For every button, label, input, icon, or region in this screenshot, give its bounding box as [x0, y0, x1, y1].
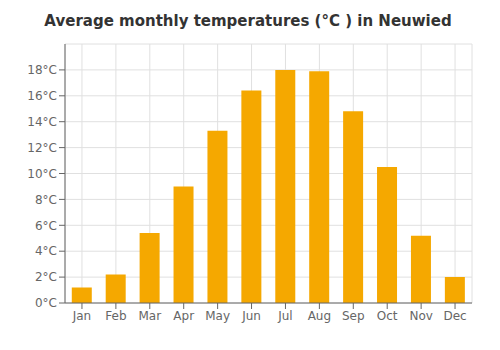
html-text:Average monthly temperatures (: Average monthly temperatures (°C ) in Ne…: [44, 12, 452, 30]
svg-text:6°C: 6°C: [35, 219, 57, 233]
svg-text:Dec: Dec: [443, 309, 466, 323]
svg-text:0°C: 0°C: [35, 296, 57, 310]
svg-text:18°C: 18°C: [27, 63, 57, 77]
svg-text:Oct: Oct: [377, 309, 398, 323]
svg-text:Aug: Aug: [308, 309, 331, 323]
svg-text:May: May: [205, 309, 230, 323]
svg-text:12°C: 12°C: [27, 141, 57, 155]
svg-text:2°C: 2°C: [35, 270, 57, 284]
svg-text:Jul: Jul: [277, 309, 292, 323]
svg-text:Sep: Sep: [342, 309, 365, 323]
svg-text:Jan: Jan: [72, 309, 92, 323]
svg-text:14°C: 14°C: [27, 115, 57, 129]
svg-text:8°C: 8°C: [35, 193, 57, 207]
svg-text:Jun: Jun: [241, 309, 261, 323]
svg-text:Mar: Mar: [138, 309, 161, 323]
svg-text:10°C: 10°C: [27, 167, 57, 181]
svg-text:Apr: Apr: [173, 309, 194, 323]
svg-text:Nov: Nov: [409, 309, 432, 323]
svg-text:4°C: 4°C: [35, 244, 57, 258]
svg-text:Feb: Feb: [105, 309, 126, 323]
svg-text:16°C: 16°C: [27, 89, 57, 103]
